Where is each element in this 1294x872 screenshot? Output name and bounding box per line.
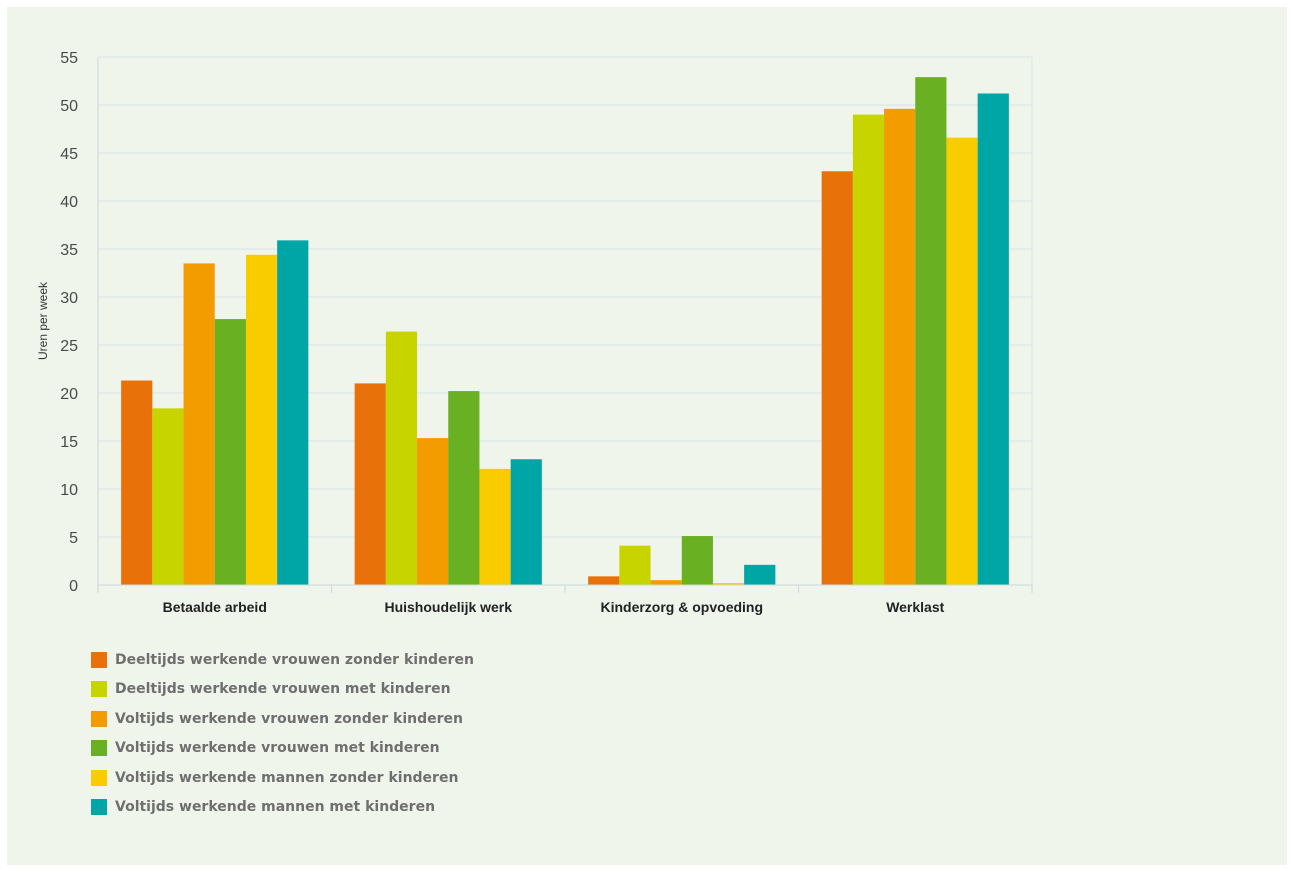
bar <box>619 545 651 585</box>
legend-label: Voltijds werkende mannen met kinderen <box>115 799 436 816</box>
x-tick-labels: Betaalde arbeid Huishoudelijk werk Kinderz… <box>163 599 945 615</box>
x-tick-label: Werklast <box>886 599 944 615</box>
y-tick-label: 15 <box>60 434 78 451</box>
y-tick-label: 40 <box>60 194 78 211</box>
bar <box>277 240 309 586</box>
bars <box>121 77 1009 586</box>
legend-swatch <box>91 681 107 698</box>
bar <box>915 77 947 585</box>
legend-label: Voltijds werkende mannen zonder kinderen <box>115 769 459 786</box>
bar <box>417 438 449 585</box>
bar <box>152 408 184 585</box>
legend-item: Voltijds werkende mannen met kinderen <box>91 793 474 823</box>
legend-item: Deeltijds werkende vrouwen zonder kinder… <box>91 645 474 675</box>
x-tick-label: Betaalde arbeid <box>163 599 267 615</box>
bar <box>744 564 776 585</box>
legend-swatch <box>91 710 107 727</box>
y-tick-label: 5 <box>69 530 78 547</box>
bar <box>977 93 1009 585</box>
y-tick-labels: 0 5 10 15 20 25 30 35 40 45 50 55 <box>60 50 78 595</box>
bar <box>385 331 418 585</box>
bar <box>821 171 853 586</box>
y-tick-label: 30 <box>60 290 78 307</box>
bar <box>852 114 885 585</box>
legend-item: Voltijds werkende mannen zonder kinderen <box>91 763 474 793</box>
y-tick-label: 20 <box>60 386 78 403</box>
y-tick-label: 50 <box>60 98 78 115</box>
legend-item: Deeltijds werkende vrouwen met kinderen <box>91 675 474 705</box>
x-tick-label: Kinderzorg & opvoeding <box>600 599 763 615</box>
bar <box>479 468 511 585</box>
y-tick-label: 35 <box>60 242 78 259</box>
legend: Deeltijds werkende vrouwen zonder kinder… <box>91 645 474 822</box>
legend-swatch <box>91 769 107 786</box>
bar <box>183 263 215 585</box>
legend-item: Voltijds werkende vrouwen zonder kindere… <box>91 704 474 734</box>
y-tick-label: 25 <box>60 338 78 355</box>
bar <box>121 380 153 585</box>
bar <box>588 576 620 585</box>
bar <box>946 137 978 585</box>
x-tick-label: Huishoudelijk werk <box>384 599 512 615</box>
legend-swatch <box>91 651 107 668</box>
y-tick-label: 45 <box>60 146 78 163</box>
bar <box>510 459 542 585</box>
bar <box>245 254 278 585</box>
legend-item: Voltijds werkende vrouwen met kinderen <box>91 734 474 764</box>
bar <box>712 583 745 585</box>
legend-label: Deeltijds werkende vrouwen met kinderen <box>115 681 451 698</box>
axes <box>97 57 1033 593</box>
bar <box>650 580 682 585</box>
bar <box>354 383 386 585</box>
legend-label: Deeltijds werkende vrouwen zonder kinder… <box>115 651 474 668</box>
bar <box>214 319 246 585</box>
y-tick-label: 0 <box>69 578 78 595</box>
bar <box>884 108 916 585</box>
legend-label: Voltijds werkende vrouwen zonder kindere… <box>115 710 463 727</box>
bar <box>448 391 480 585</box>
y-tick-label: 55 <box>60 50 78 67</box>
legend-swatch <box>91 740 107 757</box>
y-axis-label: Uren per week <box>36 281 50 360</box>
legend-swatch <box>91 799 107 816</box>
y-tick-label: 10 <box>60 482 78 499</box>
bar <box>681 536 713 585</box>
legend-label: Voltijds werkende vrouwen met kinderen <box>115 740 440 757</box>
